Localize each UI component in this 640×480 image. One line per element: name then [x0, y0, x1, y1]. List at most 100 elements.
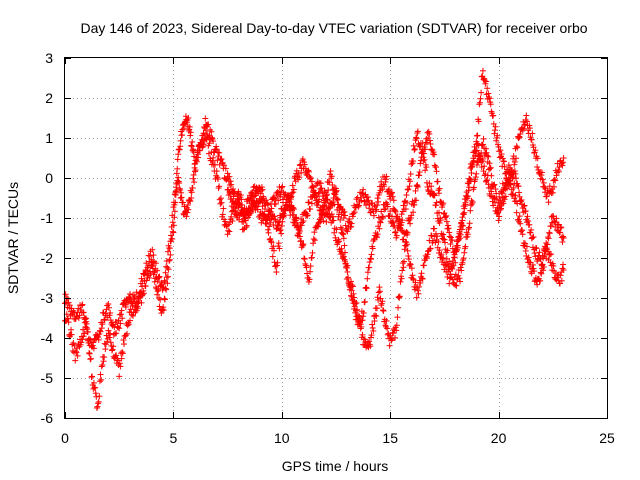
data-point	[337, 216, 344, 223]
data-point	[74, 352, 81, 359]
data-point	[485, 181, 492, 188]
data-point	[517, 197, 524, 204]
data-point	[513, 155, 520, 162]
data-point	[95, 400, 102, 407]
data-point	[341, 208, 348, 215]
data-point	[320, 217, 327, 224]
data-point	[358, 197, 365, 204]
data-point	[531, 250, 538, 257]
data-point	[487, 185, 494, 192]
data-point	[163, 258, 170, 265]
data-point	[110, 343, 117, 350]
data-point	[336, 238, 343, 245]
data-point	[556, 164, 563, 171]
data-point	[187, 129, 194, 136]
data-point	[423, 164, 430, 171]
data-point	[557, 272, 564, 279]
data-point	[229, 217, 236, 224]
data-point	[145, 263, 152, 270]
data-point	[330, 195, 337, 202]
data-point	[498, 205, 505, 212]
data-point	[304, 212, 311, 219]
data-point	[146, 274, 153, 281]
data-point	[455, 237, 462, 244]
data-point	[337, 251, 344, 258]
data-point	[411, 146, 418, 153]
data-point	[346, 215, 353, 222]
data-point	[401, 246, 408, 253]
data-point	[430, 149, 437, 156]
data-point	[314, 223, 321, 230]
data-point	[339, 249, 346, 256]
data-point	[552, 177, 559, 184]
data-point	[399, 267, 406, 274]
data-point	[243, 222, 250, 229]
data-point	[87, 355, 94, 362]
data-point	[492, 123, 499, 130]
data-point	[454, 238, 461, 245]
data-point	[280, 210, 287, 217]
data-point	[484, 85, 491, 92]
data-point	[122, 303, 129, 310]
data-point	[481, 77, 488, 84]
data-point	[100, 358, 107, 365]
data-point	[323, 191, 330, 198]
data-point	[470, 158, 477, 165]
data-point	[83, 324, 90, 331]
data-point	[466, 178, 473, 185]
data-point	[361, 336, 368, 343]
y-tick-label: -4	[41, 330, 54, 346]
data-point	[476, 153, 483, 160]
data-point	[546, 229, 553, 236]
data-point	[443, 262, 450, 269]
data-point	[357, 317, 364, 324]
data-point	[127, 317, 134, 324]
data-point	[154, 278, 161, 285]
data-point	[95, 334, 102, 341]
data-point	[494, 132, 501, 139]
data-point	[166, 256, 173, 263]
data-point	[540, 267, 547, 274]
data-point	[515, 183, 522, 190]
data-point	[461, 249, 468, 256]
data-point	[551, 176, 558, 183]
data-point	[493, 190, 500, 197]
data-point	[432, 202, 439, 209]
data-point	[216, 183, 223, 190]
data-point	[522, 208, 529, 215]
data-point	[342, 258, 349, 265]
data-point	[289, 190, 296, 197]
data-point	[449, 265, 456, 272]
data-point	[230, 197, 237, 204]
data-point	[499, 155, 506, 162]
data-point	[376, 218, 383, 225]
data-point	[557, 229, 564, 236]
data-point	[443, 212, 450, 219]
data-point	[494, 209, 501, 216]
data-point	[188, 195, 195, 202]
data-point	[171, 201, 178, 208]
data-point	[519, 227, 526, 234]
data-point	[208, 128, 215, 135]
data-point	[139, 283, 146, 290]
data-point	[363, 202, 370, 209]
data-point	[90, 345, 97, 352]
data-point	[464, 193, 471, 200]
data-point	[332, 191, 339, 198]
data-point	[149, 259, 156, 266]
data-point	[447, 241, 454, 248]
data-point	[297, 238, 304, 245]
data-point	[272, 196, 279, 203]
data-point	[352, 307, 359, 314]
data-point	[156, 273, 163, 280]
data-point	[458, 267, 465, 274]
data-point	[299, 219, 306, 226]
data-point	[83, 318, 90, 325]
data-point	[290, 211, 297, 218]
data-point	[383, 317, 390, 324]
data-point	[235, 204, 242, 211]
data-point	[224, 170, 231, 177]
data-point	[274, 222, 281, 229]
y-tick-label: 1	[45, 130, 53, 146]
data-point	[560, 155, 567, 161]
